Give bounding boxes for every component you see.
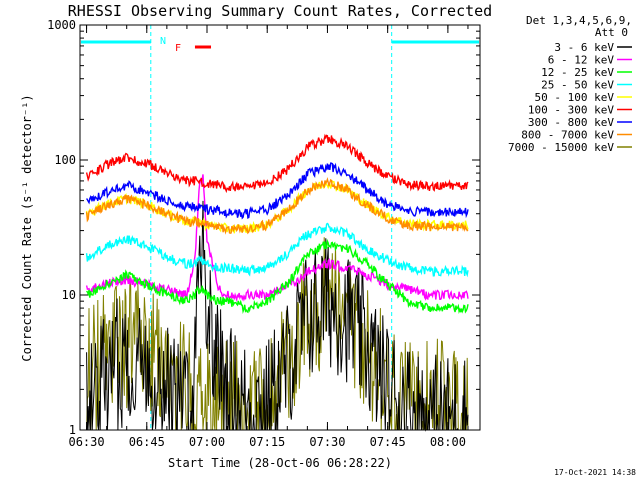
legend-header-attenuator: Att 0 — [595, 26, 628, 39]
generated-timestamp: 17-Oct-2021 14:38 — [554, 468, 636, 477]
annotation-f: F — [175, 43, 181, 54]
annotation-n: N — [160, 36, 166, 47]
y-tick-label-3: 1000 — [47, 18, 76, 32]
y-tick-label-2: 100 — [54, 153, 76, 167]
series-line-3 — [85, 222, 469, 278]
axes: 06:30 06:45 07:00 07:15 07:30 07:45 08:00 1 10 10… — [47, 18, 480, 449]
legend-header-detectors: Det 1,3,4,5,6,9, — [526, 14, 632, 27]
x-tick-label-5: 07:45 — [370, 435, 406, 449]
y-tick-label-1: 10 — [62, 288, 76, 302]
x-tick-label-1: 06:45 — [129, 435, 165, 449]
series-line-5 — [85, 133, 469, 194]
legend-label-5: 100 - 300 keV — [528, 104, 614, 117]
legend-label-2: 12 - 25 keV — [541, 66, 614, 79]
legend-label-7: 800 - 7000 keV — [521, 129, 614, 142]
plot-frame — [79, 24, 481, 431]
x-tick-label-0: 06:30 — [68, 435, 104, 449]
y-tick-label-0: 1 — [69, 423, 76, 437]
legend-label-3: 25 - 50 keV — [541, 79, 614, 92]
legend-label-8: 7000 - 15000 keV — [508, 141, 614, 154]
series-line-7 — [85, 177, 469, 235]
y-axis-label: Corrected Count Rate (s⁻¹ detector⁻¹) — [20, 94, 34, 361]
x-tick-label-2: 07:00 — [189, 435, 225, 449]
legend-label-6: 300 - 800 keV — [528, 116, 614, 129]
legend-label-4: 50 - 100 keV — [535, 91, 615, 104]
x-tick-label-3: 07:15 — [249, 435, 285, 449]
series-line-0 — [86, 200, 469, 432]
chart-title: RHESSI Observing Summary Count Rates, Co… — [68, 2, 492, 20]
series-layer — [85, 133, 469, 432]
legend-label-0: 3 - 6 keV — [554, 41, 614, 54]
x-axis-label: Start Time (28-Oct-06 06:28:22) — [168, 456, 392, 470]
x-tick-label-4: 07:30 — [309, 435, 345, 449]
legend-label-1: 6 - 12 keV — [548, 54, 615, 67]
series-line-6 — [86, 162, 469, 220]
series-line-2 — [86, 238, 469, 315]
annotations: NF — [160, 36, 212, 54]
x-tick-label-6: 08:00 — [430, 435, 466, 449]
